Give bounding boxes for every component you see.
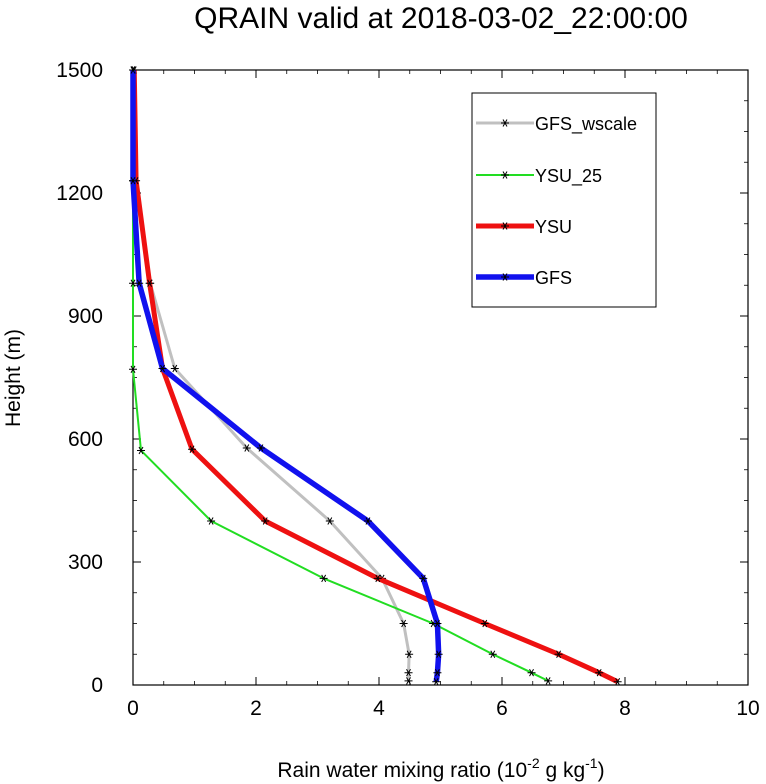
data-point-marker — [170, 364, 179, 373]
legend-item-gfs-wscale: GFS_wscale — [476, 114, 637, 135]
y-tick-label: 900 — [68, 305, 103, 328]
data-point-marker — [544, 677, 553, 685]
y-tick-label: 600 — [68, 428, 103, 451]
data-point-marker — [363, 517, 372, 525]
data-point-marker — [129, 365, 137, 374]
data-point-marker — [399, 619, 408, 628]
y-tick-label: 1500 — [56, 59, 103, 82]
data-point-marker — [488, 650, 497, 658]
data-point-marker — [433, 668, 442, 677]
data-point-marker — [129, 176, 137, 185]
data-point-marker — [480, 619, 489, 628]
series-gfs — [129, 66, 443, 686]
y-tick-label: 300 — [68, 551, 103, 574]
data-point-marker — [554, 650, 563, 658]
axis-ticks: 0 2 4 6 8 10 0 300 600 900 1200 1500 — [56, 59, 759, 720]
x-axis-label: Rain water mixing ratio (10-2 g kg-1) — [277, 755, 604, 782]
legend-marker — [501, 171, 509, 179]
data-point-marker — [145, 279, 154, 287]
data-point-marker — [135, 279, 144, 287]
x-axis-label-sup1: -2 — [527, 755, 540, 771]
y-tick-label: 0 — [91, 674, 103, 697]
data-point-marker — [325, 517, 334, 525]
data-point-marker — [188, 445, 197, 453]
x-tick-label: 6 — [496, 697, 508, 720]
data-point-marker — [256, 444, 265, 452]
x-tick-label: 4 — [373, 697, 385, 720]
legend-marker — [501, 119, 509, 127]
data-point-marker — [158, 364, 167, 373]
x-axis-label-sup2: -1 — [585, 755, 598, 771]
x-tick-label: 8 — [619, 697, 631, 720]
data-point-marker — [432, 677, 441, 686]
data-point-marker — [613, 677, 622, 686]
x-axis-label-mid: g kg — [540, 759, 586, 782]
chart-title: QRAIN valid at 2018-03-02_22:00:00 — [194, 2, 688, 35]
data-point-marker — [319, 574, 328, 583]
data-point-marker — [136, 446, 145, 455]
y-axis-label: Height (m) — [2, 329, 25, 427]
data-point-marker — [434, 650, 443, 658]
series-line — [130, 70, 442, 683]
legend-box — [471, 92, 657, 308]
data-point-marker — [242, 444, 251, 452]
legend-item-ysu: YSU — [476, 217, 572, 237]
x-tick-label: 0 — [127, 697, 139, 720]
legend-item-gfs: GFS — [476, 268, 572, 288]
legend-items: GFS_wscale YSU_25 YSU GFS — [476, 114, 637, 288]
data-point-marker — [595, 668, 604, 677]
legend-marker — [501, 273, 509, 281]
data-point-marker — [433, 619, 442, 628]
series-ysu — [130, 66, 622, 686]
series-layer — [129, 66, 622, 686]
x-tick-label: 2 — [250, 697, 262, 720]
x-axis-label-main: Rain water mixing ratio (10 — [277, 759, 527, 782]
data-point-marker — [419, 574, 428, 583]
data-point-marker — [129, 66, 137, 74]
data-point-marker — [207, 517, 216, 525]
legend-label: YSU_25 — [535, 166, 602, 187]
data-point-marker — [261, 517, 270, 525]
data-point-marker — [373, 574, 382, 583]
x-axis-label-end: ) — [598, 759, 605, 782]
legend: GFS_wscale YSU_25 YSU GFS — [471, 92, 657, 308]
data-point-marker — [405, 650, 414, 658]
legend-marker — [501, 222, 509, 230]
data-point-marker — [527, 668, 536, 677]
y-tick-label: 1200 — [56, 182, 103, 205]
x-tick-label: 10 — [736, 697, 759, 720]
legend-label: GFS — [535, 268, 572, 288]
data-point-marker — [404, 677, 413, 685]
legend-label: YSU — [535, 217, 572, 237]
data-point-marker — [404, 668, 413, 677]
legend-label: GFS_wscale — [535, 114, 637, 135]
legend-item-ysu-25: YSU_25 — [476, 166, 602, 187]
